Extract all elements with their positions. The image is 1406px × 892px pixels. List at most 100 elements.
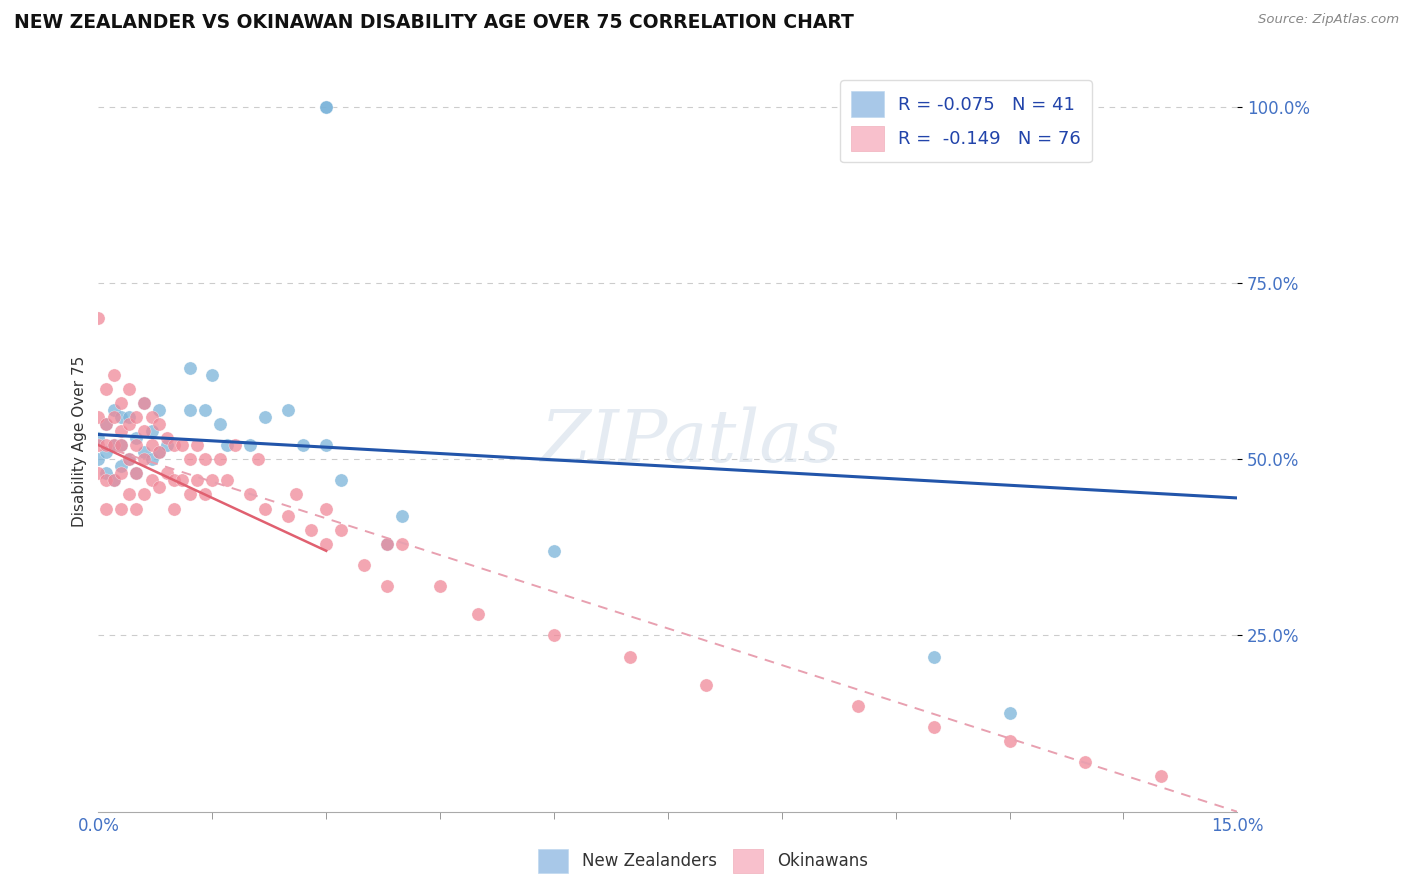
Point	[125, 431, 148, 445]
Point	[163, 501, 186, 516]
Point	[619, 649, 641, 664]
Point	[315, 438, 337, 452]
Point	[194, 452, 217, 467]
Legend: New Zealanders, Okinawans: New Zealanders, Okinawans	[531, 842, 875, 880]
Point	[156, 431, 179, 445]
Point	[87, 431, 110, 445]
Point	[163, 438, 186, 452]
Text: ZIPatlas: ZIPatlas	[541, 406, 841, 477]
Point	[194, 402, 217, 417]
Point	[132, 445, 155, 459]
Point	[110, 438, 132, 452]
Point	[125, 467, 148, 481]
Point	[148, 402, 170, 417]
Point	[299, 523, 322, 537]
Point	[141, 473, 163, 487]
Point	[163, 473, 186, 487]
Point	[103, 473, 125, 487]
Point	[315, 100, 337, 114]
Point	[467, 607, 489, 622]
Point	[292, 438, 315, 452]
Point	[239, 487, 262, 501]
Point	[148, 417, 170, 431]
Point	[391, 508, 413, 523]
Point	[110, 438, 132, 452]
Point	[110, 459, 132, 474]
Point	[141, 424, 163, 438]
Point	[1150, 769, 1173, 783]
Point	[87, 438, 110, 452]
Point	[94, 473, 117, 487]
Point	[315, 501, 337, 516]
Point	[118, 487, 141, 501]
Point	[118, 417, 141, 431]
Point	[141, 452, 163, 467]
Point	[179, 487, 201, 501]
Point	[846, 698, 869, 713]
Point	[194, 487, 217, 501]
Point	[132, 424, 155, 438]
Point	[125, 467, 148, 481]
Point	[87, 409, 110, 424]
Point	[315, 100, 337, 114]
Point	[375, 579, 398, 593]
Point	[118, 452, 141, 467]
Point	[110, 396, 132, 410]
Point	[87, 311, 110, 326]
Point	[330, 523, 353, 537]
Point	[148, 445, 170, 459]
Point	[103, 438, 125, 452]
Point	[208, 452, 231, 467]
Point	[87, 467, 110, 481]
Y-axis label: Disability Age Over 75: Disability Age Over 75	[72, 356, 87, 527]
Point	[156, 467, 179, 481]
Point	[217, 473, 239, 487]
Point	[254, 501, 277, 516]
Point	[254, 409, 277, 424]
Point	[103, 368, 125, 382]
Point	[125, 501, 148, 516]
Point	[170, 438, 193, 452]
Point	[141, 409, 163, 424]
Text: Source: ZipAtlas.com: Source: ZipAtlas.com	[1258, 13, 1399, 27]
Point	[179, 360, 201, 375]
Point	[94, 445, 117, 459]
Point	[118, 409, 141, 424]
Point	[141, 438, 163, 452]
Point	[375, 537, 398, 551]
Point	[132, 396, 155, 410]
Point	[110, 409, 132, 424]
Point	[132, 452, 155, 467]
Point	[148, 445, 170, 459]
Point	[132, 487, 155, 501]
Point	[315, 537, 337, 551]
Point	[170, 473, 193, 487]
Text: NEW ZEALANDER VS OKINAWAN DISABILITY AGE OVER 75 CORRELATION CHART: NEW ZEALANDER VS OKINAWAN DISABILITY AGE…	[14, 13, 853, 32]
Point	[353, 558, 375, 572]
Point	[132, 396, 155, 410]
Point	[94, 417, 117, 431]
Point	[922, 720, 945, 734]
Point	[103, 438, 125, 452]
Point	[429, 579, 451, 593]
Point	[110, 424, 132, 438]
Point	[543, 628, 565, 642]
Point	[224, 438, 246, 452]
Point	[246, 452, 269, 467]
Legend: R = -0.075   N = 41, R =  -0.149   N = 76: R = -0.075 N = 41, R = -0.149 N = 76	[841, 80, 1091, 162]
Point	[186, 473, 208, 487]
Point	[179, 452, 201, 467]
Point	[186, 438, 208, 452]
Point	[94, 438, 117, 452]
Point	[103, 409, 125, 424]
Point	[148, 480, 170, 494]
Point	[87, 452, 110, 467]
Point	[110, 467, 132, 481]
Point	[998, 734, 1021, 748]
Point	[118, 382, 141, 396]
Point	[277, 402, 299, 417]
Point	[156, 438, 179, 452]
Point	[125, 438, 148, 452]
Point	[125, 409, 148, 424]
Point	[277, 508, 299, 523]
